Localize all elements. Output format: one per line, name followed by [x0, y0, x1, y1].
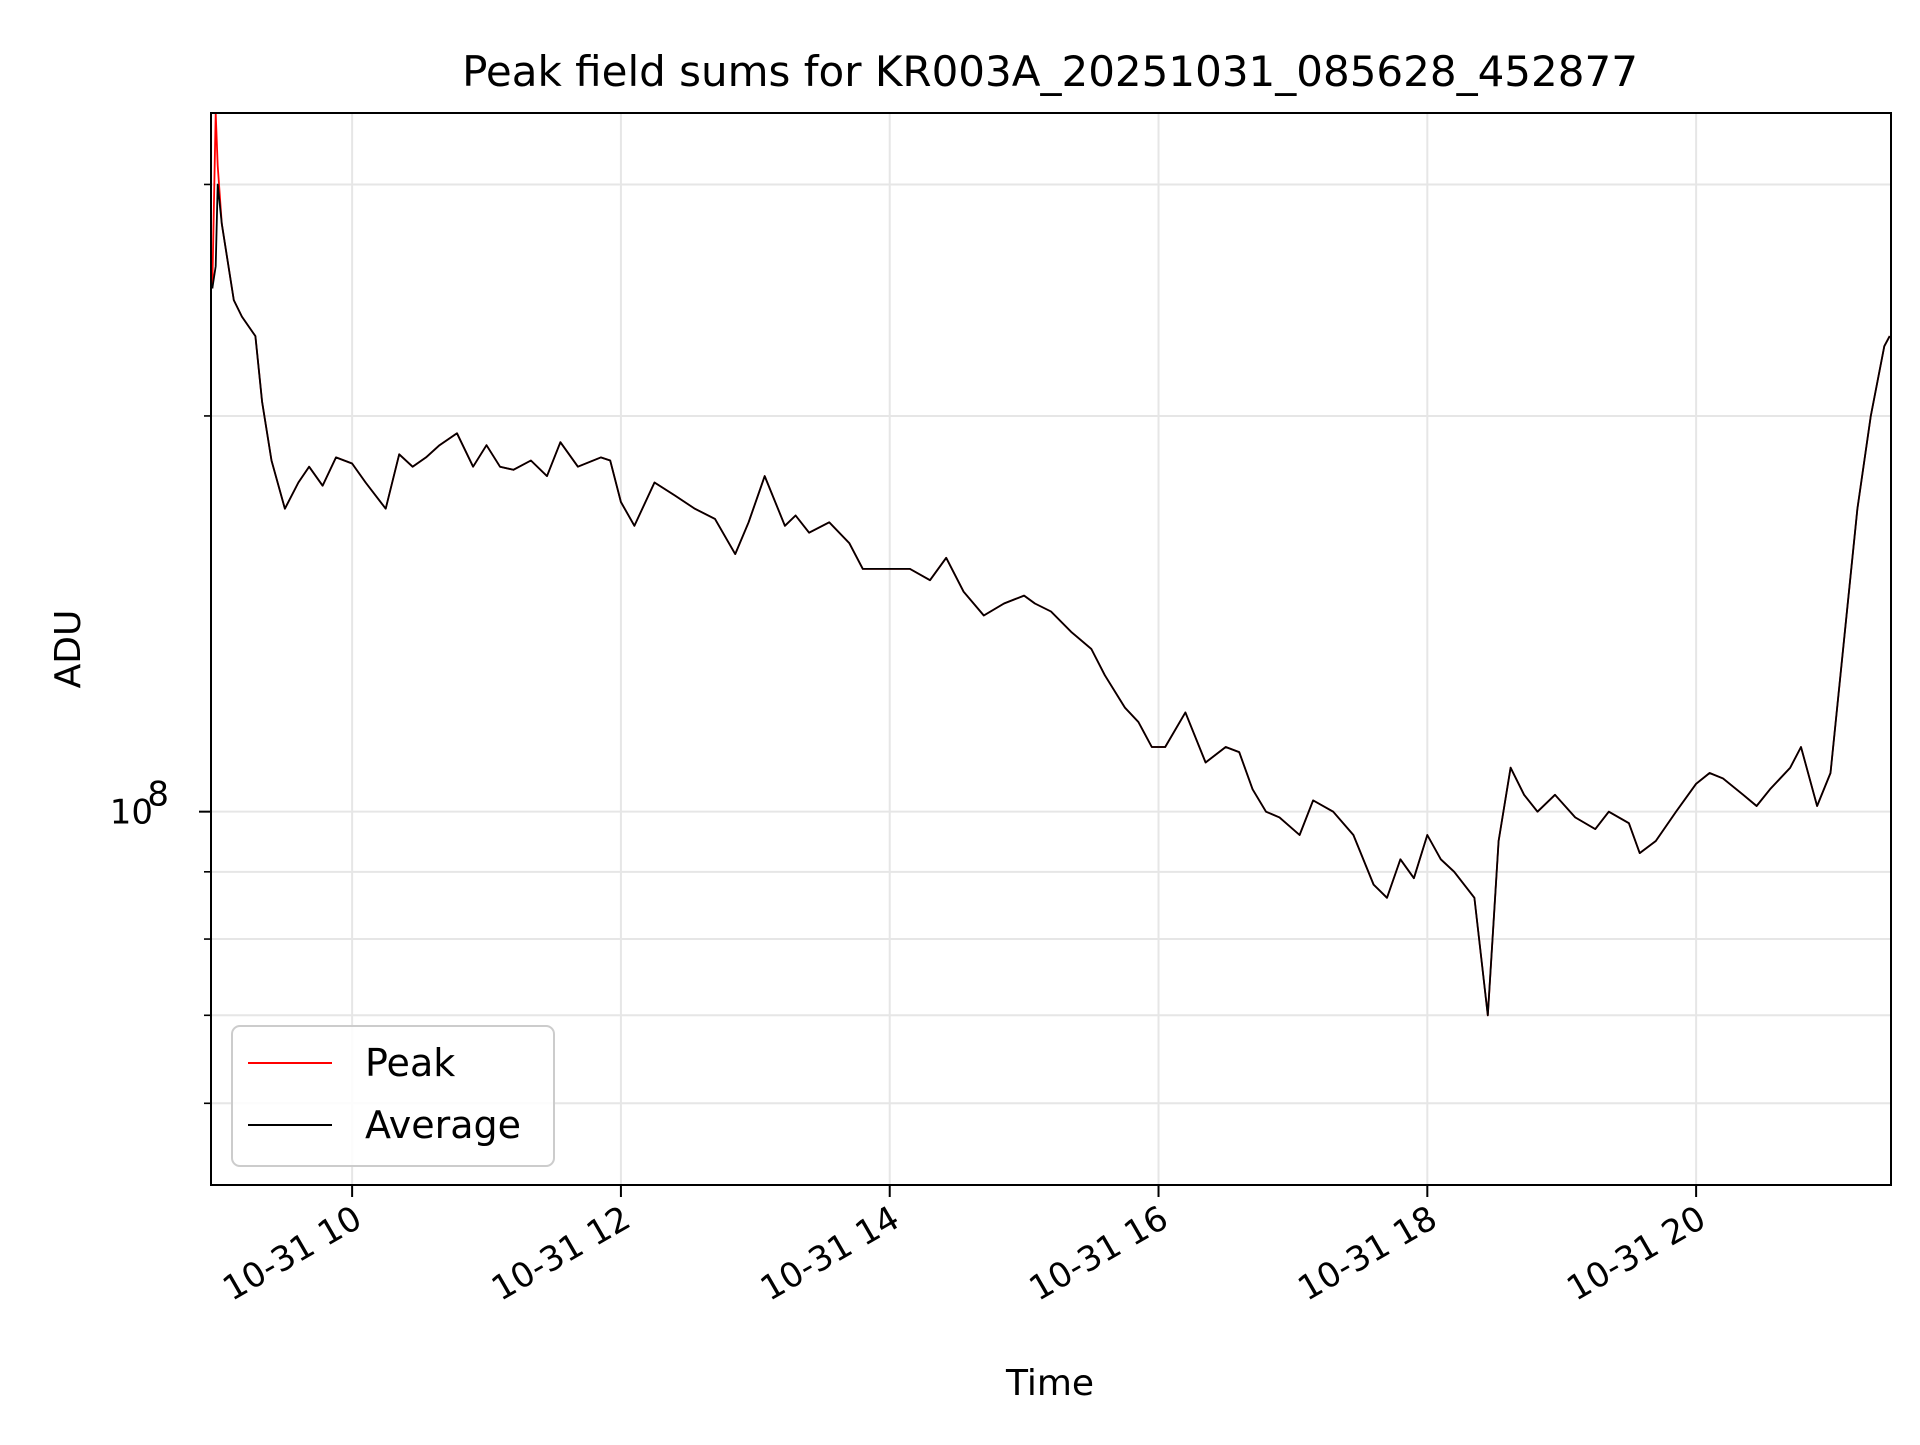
- y-tick-label-exponent: 8: [147, 775, 169, 815]
- chart-title: Peak field sums for KR003A_20251031_0856…: [462, 47, 1638, 96]
- y-axis-label: ADU: [48, 610, 89, 689]
- legend-label-peak: Peak: [365, 1041, 455, 1085]
- plot-frame: [210, 112, 1892, 1186]
- legend-label-average: Average: [365, 1103, 521, 1147]
- series-layer: [211, 113, 1891, 1017]
- legend: Peak Average: [231, 1025, 555, 1167]
- legend-box: [231, 1025, 555, 1167]
- x-axis-label: Time: [1005, 1363, 1094, 1404]
- y-tick-label: 10: [110, 793, 153, 833]
- grid: [211, 113, 1891, 1185]
- series-line-average: [211, 183, 1891, 1017]
